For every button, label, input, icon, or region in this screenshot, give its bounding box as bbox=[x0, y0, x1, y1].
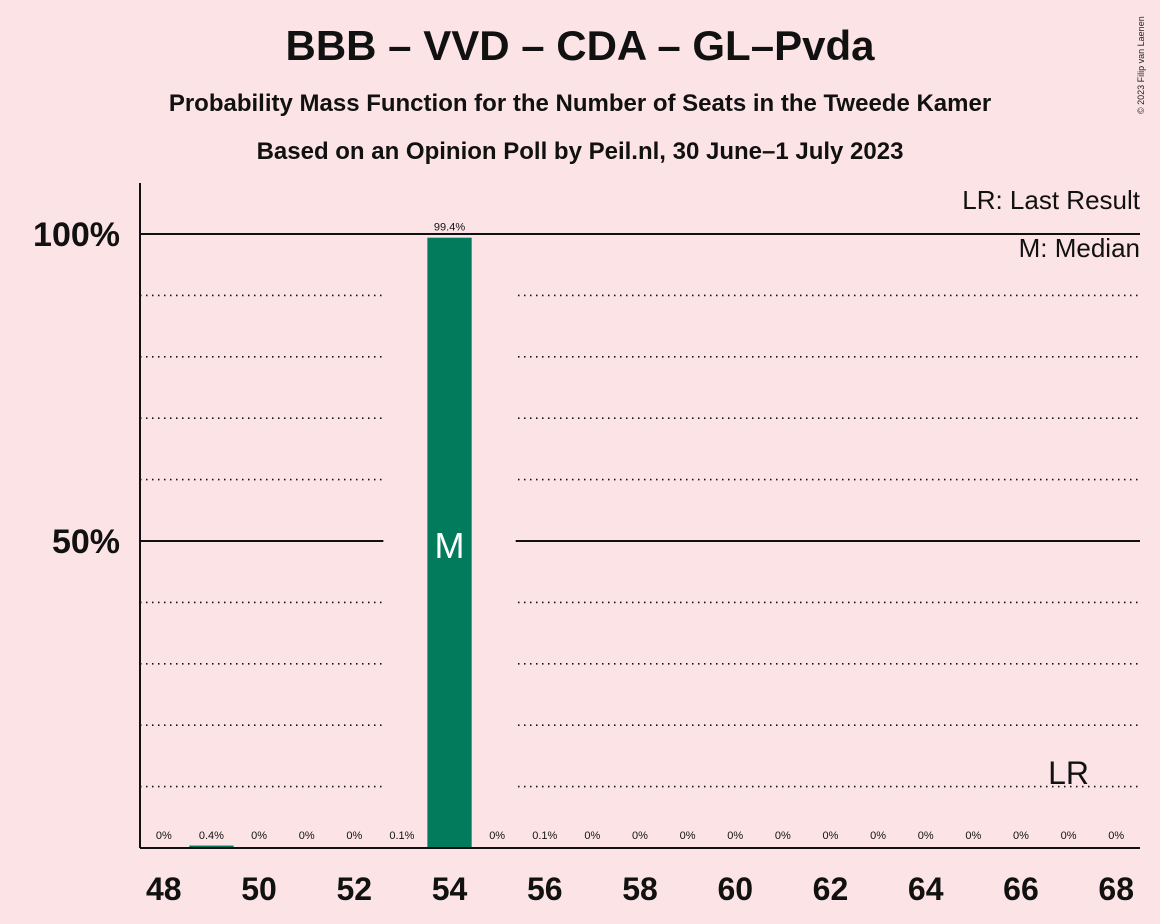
median-marker: M bbox=[435, 525, 465, 566]
bar-value-label: 0% bbox=[346, 830, 362, 842]
x-tick-label: 56 bbox=[527, 871, 563, 907]
x-tick-label: 58 bbox=[622, 871, 658, 907]
x-tick-label: 52 bbox=[336, 871, 372, 907]
chart-subtitle: Probability Mass Function for the Number… bbox=[168, 90, 992, 117]
y-tick-label: 100% bbox=[33, 216, 120, 254]
legend-last-result: LR: Last Result bbox=[962, 185, 1141, 215]
x-tick-label: 48 bbox=[146, 871, 182, 907]
bar-value-label: 0.4% bbox=[199, 830, 224, 842]
legend-median: M: Median bbox=[1019, 233, 1140, 263]
x-tick-label: 54 bbox=[432, 871, 468, 907]
bar-value-label: 0% bbox=[632, 830, 648, 842]
bar-value-label: 0% bbox=[870, 830, 886, 842]
bar-value-label: 0% bbox=[251, 830, 267, 842]
x-tick-label: 60 bbox=[717, 871, 753, 907]
x-tick-label: 62 bbox=[813, 871, 849, 907]
bar bbox=[427, 237, 472, 848]
x-tick-label: 66 bbox=[1003, 871, 1039, 907]
x-tick-label: 50 bbox=[241, 871, 277, 907]
bar-value-label: 99.4% bbox=[434, 222, 465, 234]
bar-value-label: 0% bbox=[918, 830, 934, 842]
bar-value-label: 0% bbox=[1013, 830, 1029, 842]
bar-value-label: 0% bbox=[584, 830, 600, 842]
bar-value-label: 0.1% bbox=[389, 830, 414, 842]
bar-value-label: 0% bbox=[823, 830, 839, 842]
last-result-marker: LR bbox=[1048, 755, 1089, 791]
bar-value-label: 0% bbox=[775, 830, 791, 842]
bar-value-label: 0% bbox=[1061, 830, 1077, 842]
bar bbox=[189, 845, 234, 848]
bar-value-label: 0% bbox=[965, 830, 981, 842]
bar-value-label: 0.1% bbox=[532, 830, 557, 842]
bar-value-label: 0% bbox=[299, 830, 315, 842]
bar-value-label: 0% bbox=[1108, 830, 1124, 842]
bar-value-label: 0% bbox=[156, 830, 172, 842]
x-tick-label: 68 bbox=[1098, 871, 1134, 907]
y-tick-label: 50% bbox=[52, 523, 120, 561]
chart-title: BBB – VVD – CDA – GL–Pvda bbox=[285, 22, 875, 69]
bar-value-label: 0% bbox=[489, 830, 505, 842]
x-tick-label: 64 bbox=[908, 871, 944, 907]
chart-source-subtitle: Based on an Opinion Poll by Peil.nl, 30 … bbox=[256, 138, 904, 165]
bar-value-label: 0% bbox=[727, 830, 743, 842]
bar-value-label: 0% bbox=[680, 830, 696, 842]
